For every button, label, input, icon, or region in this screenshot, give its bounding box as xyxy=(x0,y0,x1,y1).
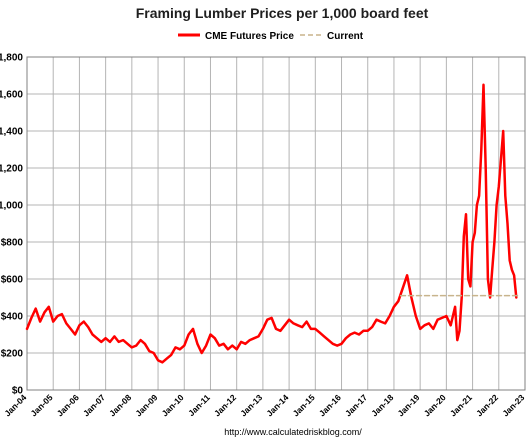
y-tick-label: $600 xyxy=(1,275,24,286)
x-tick-label: Jan-05 xyxy=(29,392,55,418)
legend-label-cme-futures-price: CME Futures Price xyxy=(205,31,294,42)
y-tick-label: $1,400 xyxy=(0,127,23,138)
x-tick-label: Jan-22 xyxy=(474,392,500,418)
x-tick-label: Jan-09 xyxy=(133,392,159,418)
y-axis-ticks: $0 $200 $400 $600 $800 $1,000 $1,200 $1,400 $1,6… xyxy=(0,53,23,397)
x-tick-label: Jan-08 xyxy=(107,392,133,418)
x-tick-label: Jan-13 xyxy=(238,392,264,418)
plot-area xyxy=(26,56,526,391)
y-tick-label: $1,000 xyxy=(0,201,23,212)
x-tick-label: Jan-21 xyxy=(448,392,474,418)
x-tick-label: Jan-07 xyxy=(81,392,107,418)
x-tick-label: Jan-10 xyxy=(160,392,186,418)
x-tick-label: Jan-11 xyxy=(186,392,212,418)
x-tick-label: Jan-20 xyxy=(422,392,448,418)
legend: CME Futures Price Current xyxy=(178,31,364,42)
x-tick-label: Jan-12 xyxy=(212,392,238,418)
x-tick-label: Jan-14 xyxy=(264,392,290,418)
y-tick-label: $1,800 xyxy=(0,53,23,64)
x-tick-label: Jan-15 xyxy=(291,392,317,418)
x-tick-label: Jan-18 xyxy=(369,392,395,418)
y-tick-label: $800 xyxy=(1,238,24,249)
x-tick-label: Jan-17 xyxy=(343,392,369,418)
x-tick-label: Jan-06 xyxy=(55,392,81,418)
series-line-cme-futures-price xyxy=(25,83,518,364)
chart-title: Framing Lumber Prices per 1,000 board fe… xyxy=(136,5,429,21)
x-tick-label: Jan-16 xyxy=(317,392,343,418)
x-tick-label: Jan-23 xyxy=(500,392,526,418)
source-credit: http://www.calculatedriskblog.com/ xyxy=(224,427,362,437)
y-tick-label: $200 xyxy=(1,349,24,360)
x-tick-label: Jan-19 xyxy=(395,392,421,418)
y-tick-label: $0 xyxy=(12,386,24,397)
series-layer xyxy=(25,83,520,364)
y-tick-label: $1,600 xyxy=(0,90,23,101)
y-tick-label: $400 xyxy=(1,312,24,323)
x-axis-ticks: Jan-04 Jan-05 Jan-06 Jan-07 Jan-08 Jan-09 Jan-… xyxy=(2,392,526,418)
y-tick-label: $1,200 xyxy=(0,164,23,175)
legend-label-current: Current xyxy=(327,31,364,42)
